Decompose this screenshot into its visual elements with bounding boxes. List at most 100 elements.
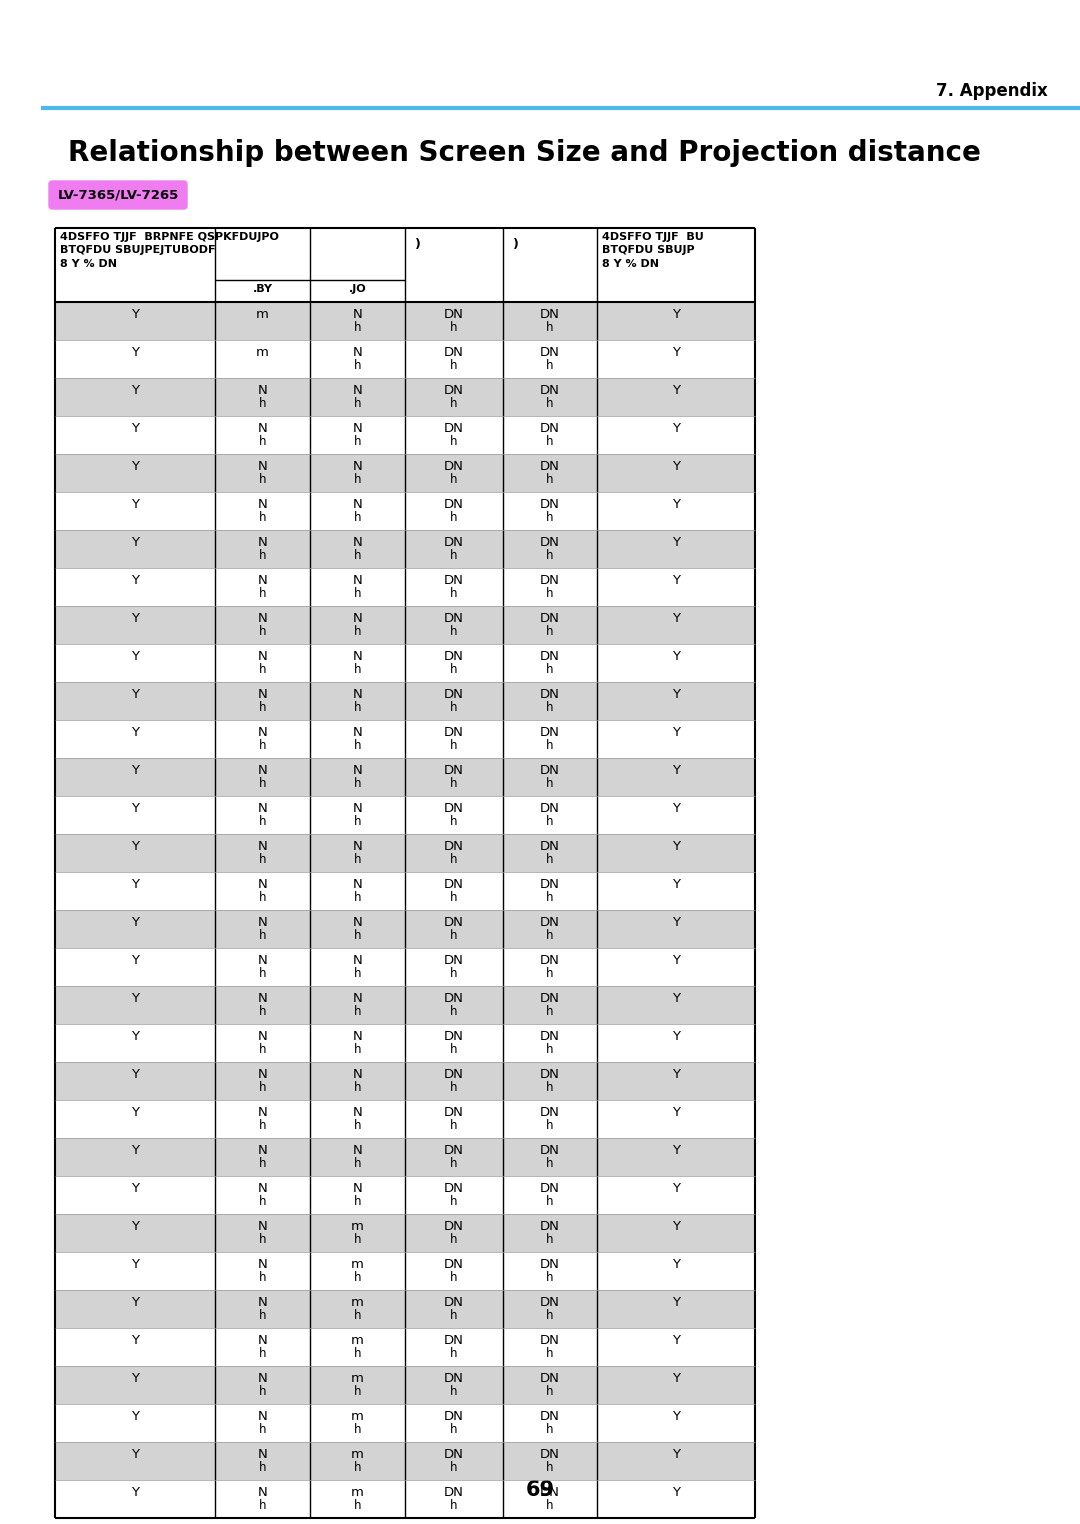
Text: DN: DN xyxy=(540,1030,559,1042)
Text: N: N xyxy=(353,498,363,511)
Text: DN: DN xyxy=(444,651,464,663)
Bar xyxy=(55,719,755,757)
Text: h: h xyxy=(259,930,267,942)
Text: h: h xyxy=(546,1462,554,1474)
Bar xyxy=(55,1138,755,1177)
Text: N: N xyxy=(353,1183,363,1195)
Text: Y: Y xyxy=(131,613,139,625)
Text: Y: Y xyxy=(131,536,139,549)
Text: h: h xyxy=(259,892,267,904)
Text: h: h xyxy=(354,1500,361,1512)
Bar xyxy=(55,416,755,454)
Text: h: h xyxy=(450,1157,458,1170)
Text: h: h xyxy=(546,1385,554,1399)
Text: h: h xyxy=(354,1233,361,1247)
Text: DN: DN xyxy=(444,498,464,511)
Text: 7. Appendix: 7. Appendix xyxy=(936,82,1048,101)
Text: N: N xyxy=(258,1221,268,1233)
Text: h: h xyxy=(354,968,361,980)
Text: N: N xyxy=(258,1030,268,1042)
Text: Y: Y xyxy=(672,840,680,853)
Text: h: h xyxy=(354,663,361,677)
Text: DN: DN xyxy=(444,1257,464,1271)
Text: h: h xyxy=(259,1195,267,1209)
Text: Y: Y xyxy=(672,384,680,398)
Text: N: N xyxy=(353,1068,363,1081)
Text: Y: Y xyxy=(131,460,139,472)
Text: N: N xyxy=(353,346,363,360)
Text: h: h xyxy=(354,1271,361,1285)
Text: h: h xyxy=(259,1347,267,1361)
Text: h: h xyxy=(259,1309,267,1323)
Bar xyxy=(55,492,755,530)
Text: N: N xyxy=(353,802,363,815)
Text: Y: Y xyxy=(672,1221,680,1233)
Bar xyxy=(55,872,755,910)
Text: DN: DN xyxy=(444,1334,464,1347)
Text: m: m xyxy=(351,1334,364,1347)
Text: Y: Y xyxy=(672,308,680,322)
Text: N: N xyxy=(258,1145,268,1157)
Text: Y: Y xyxy=(672,1145,680,1157)
Text: DN: DN xyxy=(540,1068,559,1081)
Text: N: N xyxy=(353,687,363,701)
Text: DN: DN xyxy=(444,536,464,549)
Text: DN: DN xyxy=(444,384,464,398)
Text: N: N xyxy=(258,802,268,815)
Text: Y: Y xyxy=(131,575,139,587)
Text: h: h xyxy=(546,322,554,334)
Text: h: h xyxy=(259,853,267,866)
Text: Y: Y xyxy=(672,878,680,892)
Text: N: N xyxy=(258,1257,268,1271)
Text: Y: Y xyxy=(131,1257,139,1271)
Text: DN: DN xyxy=(444,802,464,815)
Text: DN: DN xyxy=(540,764,559,777)
Bar xyxy=(55,1177,755,1215)
Text: h: h xyxy=(354,1157,361,1170)
Text: h: h xyxy=(450,1347,458,1361)
Text: h: h xyxy=(546,587,554,600)
Text: h: h xyxy=(450,549,458,562)
Text: DN: DN xyxy=(444,1448,464,1462)
Text: m: m xyxy=(256,308,269,322)
Text: h: h xyxy=(354,1462,361,1474)
Text: h: h xyxy=(354,892,361,904)
Text: N: N xyxy=(353,1145,363,1157)
Text: h: h xyxy=(546,1082,554,1094)
Text: h: h xyxy=(259,663,267,677)
Text: .BY: .BY xyxy=(253,283,272,294)
Text: Relationship between Screen Size and Projection distance: Relationship between Screen Size and Pro… xyxy=(68,139,981,168)
Text: N: N xyxy=(353,384,363,398)
Text: 4DSFFO TJJF  BU: 4DSFFO TJJF BU xyxy=(602,232,704,242)
Text: DN: DN xyxy=(540,687,559,701)
Text: h: h xyxy=(546,625,554,639)
Text: Y: Y xyxy=(672,1257,680,1271)
Text: Y: Y xyxy=(131,1372,139,1385)
Text: Y: Y xyxy=(672,1183,680,1195)
Text: DN: DN xyxy=(444,1145,464,1157)
Text: N: N xyxy=(258,1295,268,1309)
Text: DN: DN xyxy=(540,840,559,853)
Bar xyxy=(55,607,755,645)
Text: N: N xyxy=(258,878,268,892)
Text: m: m xyxy=(256,346,269,360)
Text: h: h xyxy=(450,1271,458,1285)
Text: Y: Y xyxy=(672,954,680,968)
Text: h: h xyxy=(354,815,361,829)
Text: h: h xyxy=(450,930,458,942)
Text: h: h xyxy=(354,436,361,448)
Text: h: h xyxy=(259,777,267,791)
Text: DN: DN xyxy=(540,1372,559,1385)
Bar xyxy=(55,1253,755,1289)
Text: ): ) xyxy=(513,238,518,251)
Text: h: h xyxy=(354,1423,361,1436)
Text: Y: Y xyxy=(672,1334,680,1347)
Text: h: h xyxy=(354,739,361,753)
Text: h: h xyxy=(546,1119,554,1132)
Text: N: N xyxy=(353,651,363,663)
Text: N: N xyxy=(258,498,268,511)
Text: DN: DN xyxy=(540,575,559,587)
Text: DN: DN xyxy=(444,613,464,625)
FancyBboxPatch shape xyxy=(49,181,187,209)
Text: h: h xyxy=(354,474,361,486)
